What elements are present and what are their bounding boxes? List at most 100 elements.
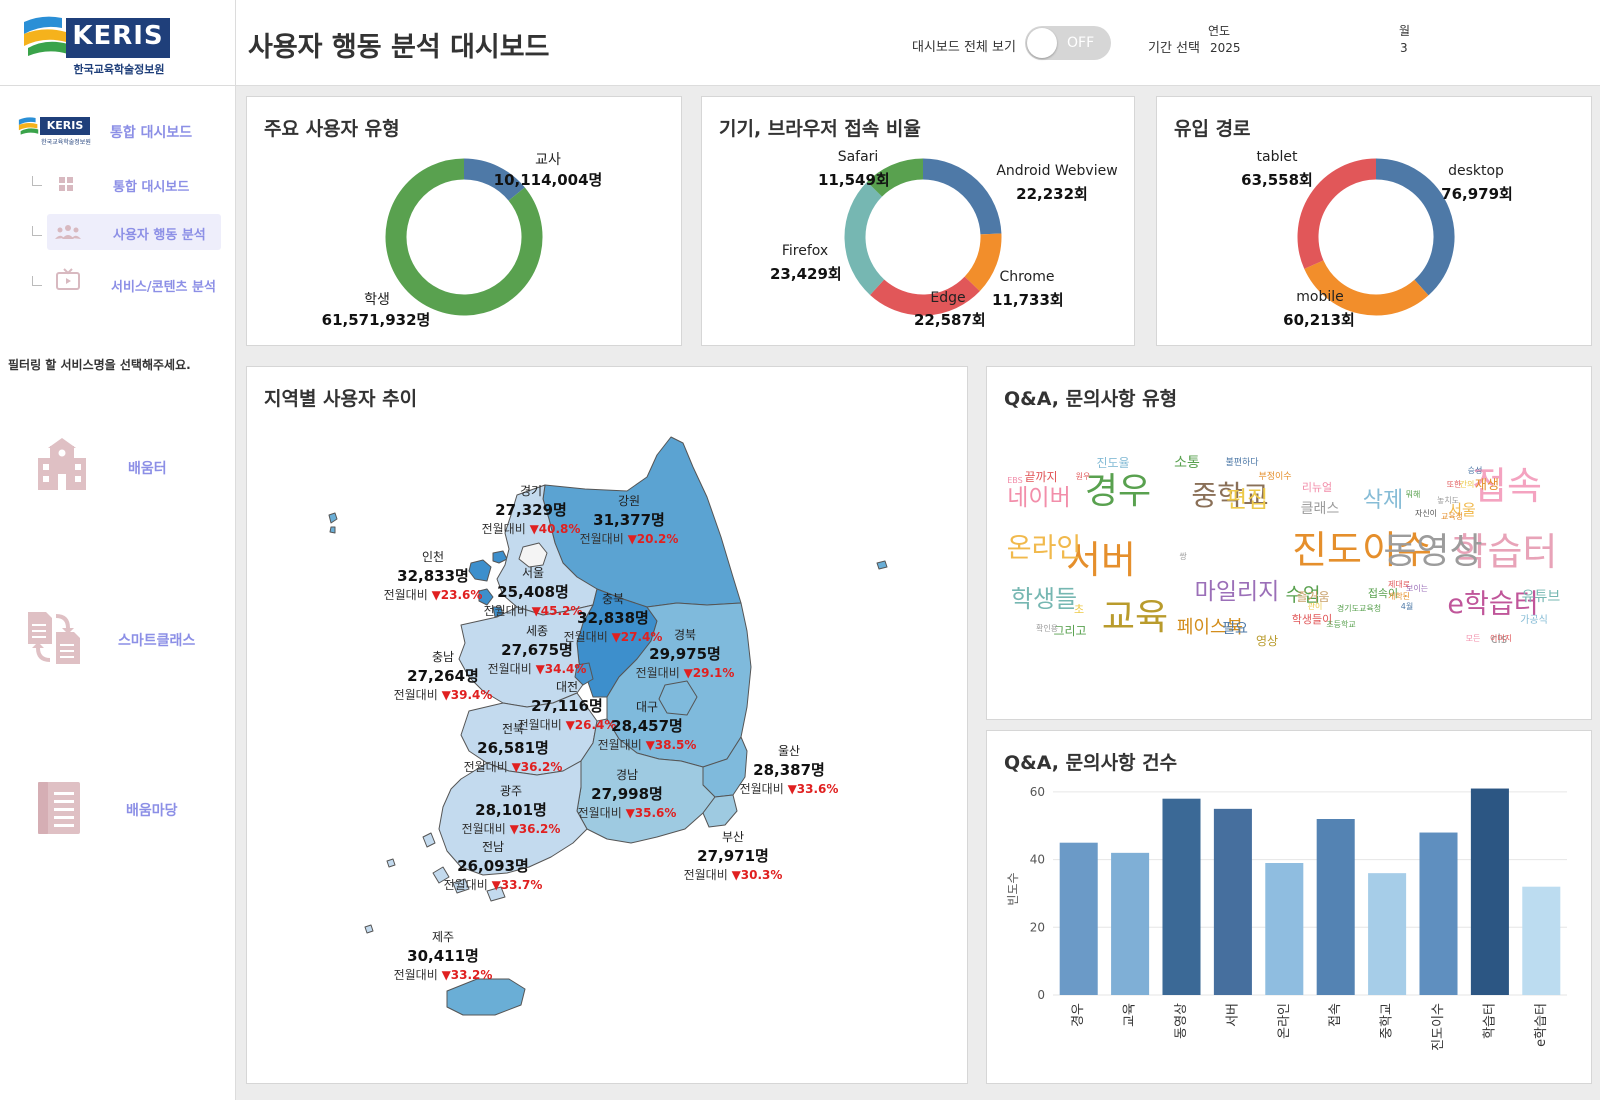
word-cloud-term[interactable]: 삭제: [1363, 488, 1403, 513]
word-cloud-term[interactable]: EBS: [1007, 476, 1022, 485]
word-cloud-term[interactable]: 보이는: [1406, 583, 1428, 593]
word-cloud-term[interactable]: 쌍: [1179, 551, 1187, 561]
service-baeummadang[interactable]: 배움마당: [126, 803, 178, 819]
word-cloud-term[interactable]: 관이: [1308, 601, 1323, 611]
donut-segment-chrome[interactable]: [964, 233, 1002, 292]
sidebar-item-integrated[interactable]: 통합 대시보드: [113, 180, 190, 195]
word-cloud-term[interactable]: 학생들: [1011, 585, 1077, 613]
word-cloud-term[interactable]: 끝까지: [1024, 470, 1057, 484]
month-select[interactable]: 3: [1400, 41, 1408, 55]
word-cloud-term[interactable]: 클래스: [1301, 501, 1340, 517]
donut-segment-firefox[interactable]: [844, 181, 885, 295]
bar-e학습터[interactable]: [1522, 886, 1561, 995]
word-cloud-term[interactable]: 중학교: [1191, 479, 1268, 512]
word-cloud-term[interactable]: 간의: [1460, 479, 1475, 489]
sidebar-item-behavior-active[interactable]: 사용자 행동 분석: [47, 214, 221, 250]
word-cloud-term[interactable]: 동영상: [1383, 531, 1482, 572]
bar-중학교[interactable]: [1368, 873, 1407, 995]
word-cloud-term[interactable]: cls: [1491, 632, 1507, 646]
donut-segment-학생[interactable]: [385, 158, 543, 316]
word-cloud-term[interactable]: 개학된: [1388, 591, 1410, 601]
donut-value: 22,232회: [1016, 185, 1088, 203]
region-change: 전월대비 ▼20.2%: [580, 532, 679, 546]
word-cloud-term[interactable]: 경기도교육청: [1337, 603, 1381, 613]
year-select[interactable]: 2025: [1210, 41, 1241, 55]
word-cloud-term[interactable]: 영상: [1256, 634, 1278, 648]
word-cloud-term[interactable]: 소통: [1174, 455, 1200, 471]
word-cloud-term[interactable]: 서버: [1066, 538, 1136, 582]
word-cloud-term[interactable]: 마일리지: [1195, 579, 1280, 605]
bar-접속[interactable]: [1316, 819, 1355, 995]
word-cloud-term[interactable]: 4월: [1401, 601, 1413, 611]
user-types-donut[interactable]: [379, 152, 549, 322]
word-cloud-term[interactable]: 원우: [1076, 472, 1091, 481]
word-cloud-term[interactable]: 학습터: [1453, 530, 1558, 574]
word-cloud-term[interactable]: 자신이: [1415, 508, 1437, 518]
word-cloud-term[interactable]: 뭐해: [1406, 489, 1421, 499]
word-cloud-term[interactable]: 재생: [1475, 478, 1499, 493]
word-cloud-term[interactable]: 필요: [1222, 621, 1248, 637]
document-transfer-icon[interactable]: [26, 610, 82, 666]
word-cloud-term[interactable]: 네이버: [1007, 485, 1070, 511]
word-cloud-term[interactable]: 교육: [1102, 597, 1168, 638]
qna-count-title: Q&A, 문의사항 건수: [1004, 752, 1178, 774]
x-category-label: 학습터: [1482, 1003, 1497, 1039]
word-cloud-term[interactable]: 모든: [1466, 634, 1481, 643]
word-cloud-term[interactable]: 유튜브: [1522, 589, 1561, 605]
word-cloud-term[interactable]: 초등학교: [1326, 619, 1355, 629]
bar-교육[interactable]: [1111, 852, 1150, 995]
word-cloud-term[interactable]: 접속이: [1368, 587, 1398, 600]
inflow-donut[interactable]: [1291, 152, 1461, 322]
donut-segment-desktop[interactable]: [1375, 158, 1455, 296]
donut-segment-tablet[interactable]: [1297, 158, 1377, 269]
donut-segment-android-webview[interactable]: [922, 158, 1002, 235]
region-change: 전월대비 ▼35.6%: [578, 806, 677, 820]
word-cloud-term[interactable]: 이미지: [1490, 633, 1512, 643]
word-cloud-term[interactable]: 접속: [1472, 464, 1542, 508]
word-cloud-term[interactable]: 즐거움: [1296, 590, 1329, 604]
word-cloud-term[interactable]: 불편하다: [1225, 456, 1259, 468]
word-cloud-term[interactable]: 승성: [1468, 466, 1483, 475]
word-cloud-term[interactable]: 리뉴얼: [1302, 480, 1332, 494]
word-cloud-term[interactable]: 수업: [1286, 584, 1321, 606]
word-cloud-term[interactable]: 진도율: [1096, 456, 1129, 470]
donut-segment-mobile[interactable]: [1304, 260, 1429, 316]
word-cloud-term[interactable]: 경우: [1085, 471, 1151, 512]
word-cloud-term[interactable]: 가공식: [1520, 614, 1548, 626]
bar-경우[interactable]: [1059, 842, 1098, 995]
donut-segment-edge[interactable]: [870, 276, 980, 316]
donut-segment-safari[interactable]: [867, 158, 924, 197]
word-cloud-term[interactable]: 그리고: [1053, 624, 1086, 638]
full-view-toggle[interactable]: OFF: [1025, 26, 1111, 60]
school-icon[interactable]: [34, 436, 90, 492]
word-cloud-term[interactable]: 진도이수: [1292, 528, 1432, 572]
word-cloud-term[interactable]: 놓치도: [1437, 496, 1459, 505]
word-cloud-term[interactable]: 교육청: [1441, 512, 1463, 521]
word-cloud-term[interactable]: 초: [1074, 603, 1084, 616]
qna-bar-chart[interactable]: 0 20 40 60 경우 교육 동영상 서버 온라인 접속 중학교 진도이수 학습터 e학습터 빈도수: [987, 731, 1593, 1085]
service-baeumteo[interactable]: 배움터: [128, 461, 167, 477]
device-donut[interactable]: [838, 152, 1008, 322]
word-cloud-term[interactable]: 서울: [1448, 501, 1476, 519]
word-cloud-term[interactable]: 또한: [1447, 480, 1462, 489]
bar-동영상[interactable]: [1162, 798, 1201, 995]
bar-서버[interactable]: [1213, 808, 1252, 995]
word-cloud-term[interactable]: 부정이수: [1258, 471, 1291, 482]
sidebar-item-service[interactable]: 서비스/콘텐츠 분석: [111, 280, 216, 295]
word-cloud-term[interactable]: 확인용: [1036, 623, 1058, 633]
bar-온라인[interactable]: [1265, 863, 1304, 995]
word-cloud-term[interactable]: 페이스북: [1177, 617, 1243, 638]
bar-진도이수[interactable]: [1419, 832, 1458, 995]
bar-학습터[interactable]: [1470, 788, 1509, 995]
word-cloud-term[interactable]: 온라인: [1007, 533, 1082, 564]
word-cloud-term[interactable]: 학생들이: [1292, 613, 1332, 626]
notebook-icon[interactable]: [38, 780, 82, 836]
sidebar-item-integrated-main[interactable]: 통합 대시보드: [110, 125, 193, 141]
donut-segment-교사[interactable]: [463, 158, 525, 202]
word-cloud-term[interactable]: e학습터: [1447, 589, 1538, 620]
word-cloud-term[interactable]: 제대로: [1388, 580, 1410, 589]
word-cloud-term[interactable]: 편집: [1226, 487, 1268, 513]
service-smartclass[interactable]: 스마트클래스: [118, 633, 196, 649]
